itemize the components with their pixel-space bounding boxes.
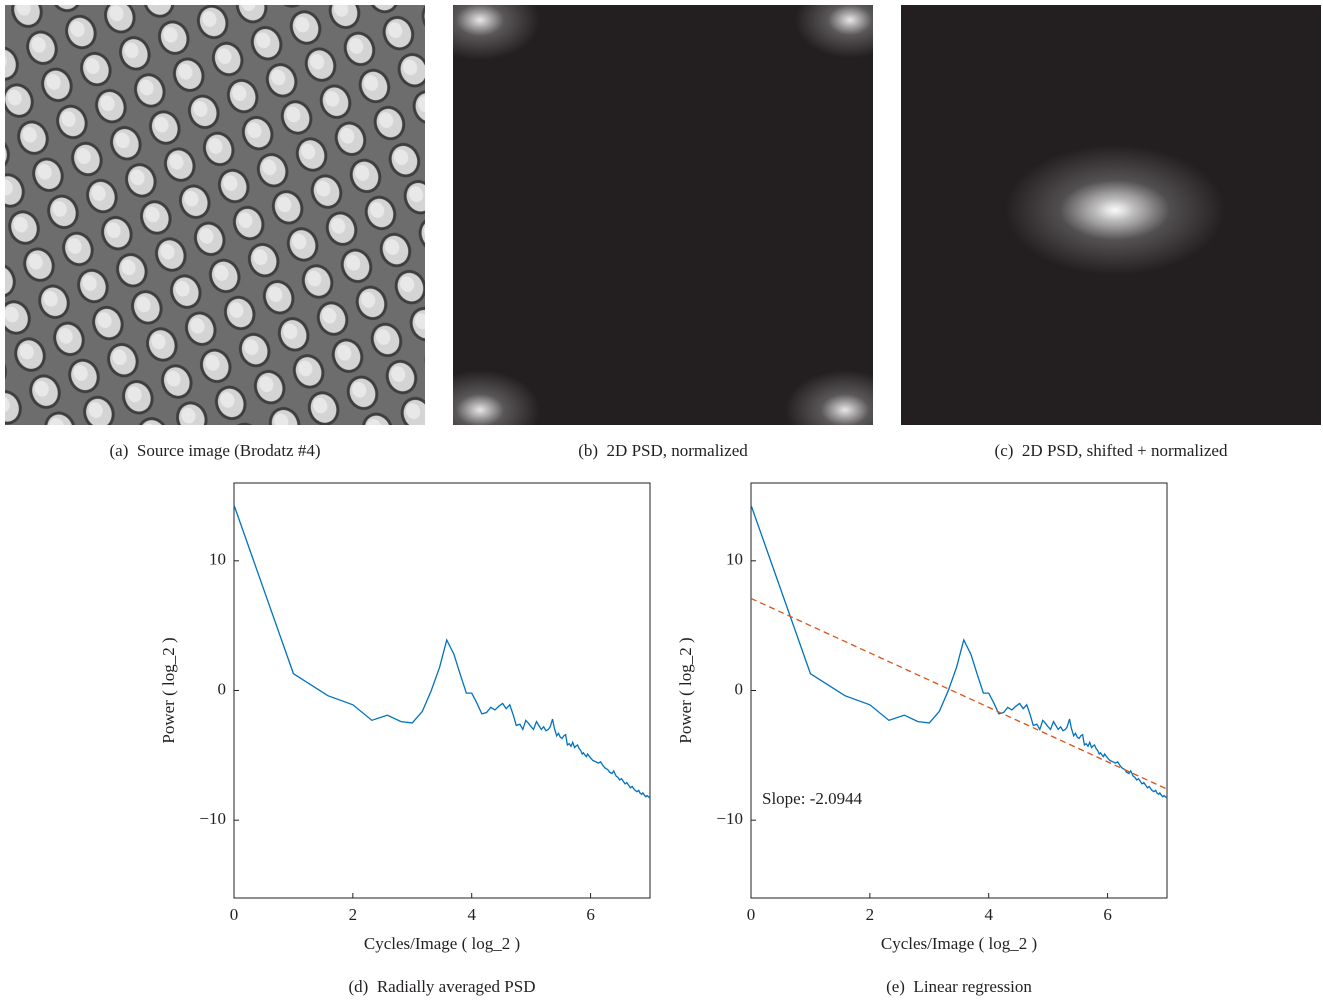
caption: (d) Radially averaged PSD [349, 977, 536, 996]
y-tick-label: 10 [726, 550, 743, 569]
line [750, 597, 1168, 790]
x-tick-label: 6 [1103, 905, 1112, 924]
caption: (e) Linear regression [886, 977, 1032, 996]
x-tick-label: 0 [747, 905, 756, 924]
psd-image [420, 0, 905, 450]
plot-frame [233, 482, 651, 899]
caption: (a) Source image (Brodatz #4) [110, 441, 321, 460]
y-tick-label: 0 [735, 679, 744, 698]
x-tick-label: 2 [866, 905, 875, 924]
x-tick-label: 6 [586, 905, 595, 924]
x-axis-label: Cycles/Image ( log_2 ) [364, 934, 520, 953]
source-image [5, 5, 425, 425]
x-axis-label: Cycles/Image ( log_2 ) [881, 934, 1037, 953]
line [233, 504, 651, 799]
caption: (b) 2D PSD, normalized [578, 441, 748, 460]
x-tick-label: 0 [230, 905, 239, 924]
y-tick-label: 0 [218, 679, 227, 698]
annotation: Slope: -2.0944 [762, 789, 863, 808]
x-tick-label: 2 [349, 905, 358, 924]
y-axis-label: Power ( log_2 ) [676, 637, 695, 743]
x-tick-label: 4 [467, 905, 476, 924]
x-tick-label: 4 [984, 905, 993, 924]
plot-frame [750, 482, 1168, 899]
y-tick-label: −10 [716, 809, 743, 828]
caption: (c) 2D PSD, shifted + normalized [995, 441, 1228, 460]
y-tick-label: −10 [199, 809, 226, 828]
y-axis-label: Power ( log_2 ) [159, 637, 178, 743]
shifted-psd-image [901, 5, 1321, 425]
y-tick-label: 10 [209, 550, 226, 569]
line [750, 504, 1168, 799]
